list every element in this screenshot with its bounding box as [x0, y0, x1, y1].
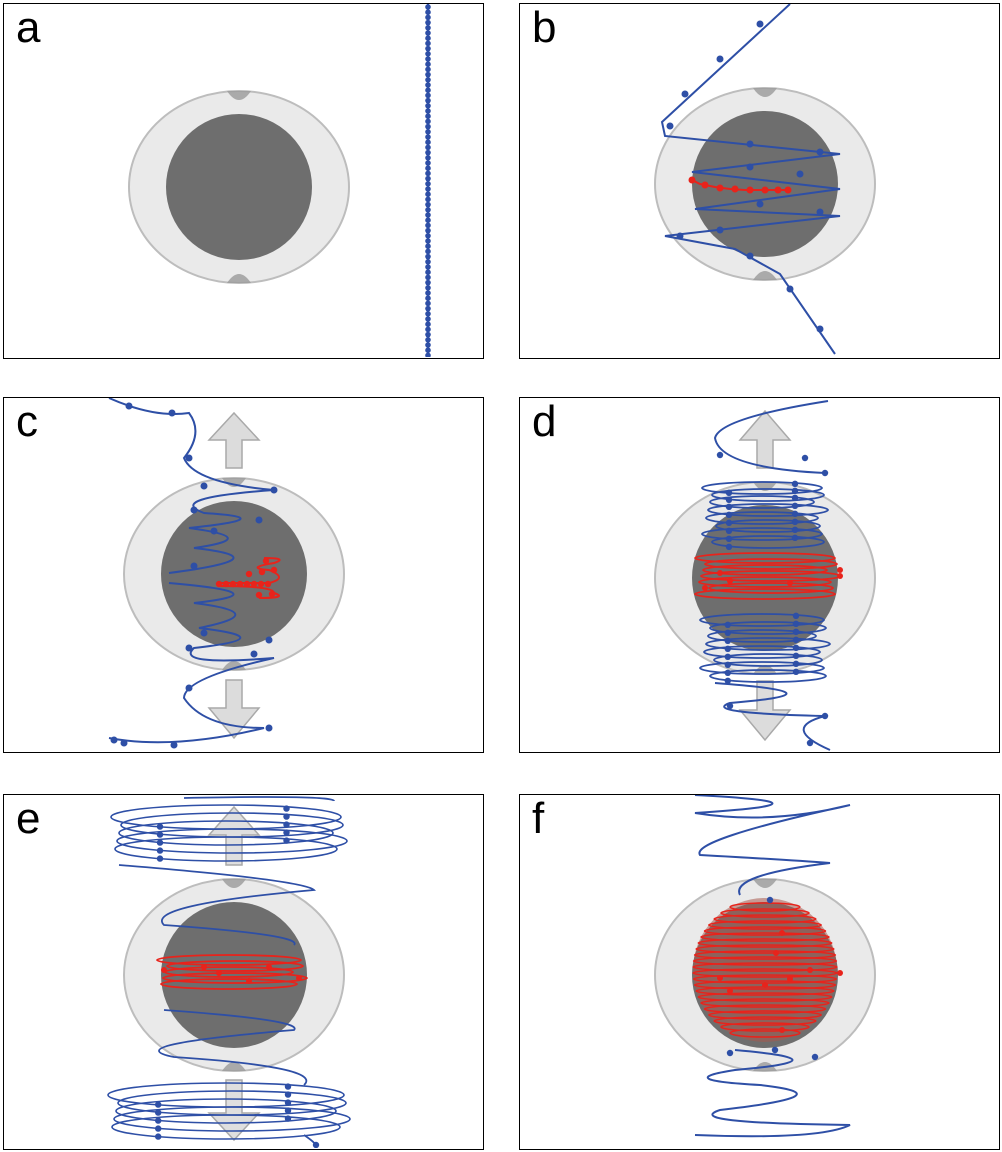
down-arrow-icon: [738, 680, 792, 742]
panel-label: e: [16, 794, 41, 843]
panel-e: e: [3, 794, 484, 1150]
strand-beads: [726, 896, 819, 1061]
bound-coils: [694, 552, 843, 600]
strand-path: [694, 795, 851, 1138]
strand-beads: [666, 20, 824, 333]
panel-e-figure: [107, 796, 351, 1148]
up-arrow-icon: [207, 411, 261, 469]
panel-a-figure: [128, 4, 431, 357]
bound-beads: [688, 176, 792, 194]
panel-d-figure: [654, 400, 876, 751]
strand-coils: [699, 400, 831, 751]
panel-f: f: [519, 794, 1000, 1150]
bound-beads: [215, 557, 281, 599]
strand-path: [660, 4, 841, 355]
panel-c: c: [3, 397, 484, 753]
panel-f-figure: [654, 795, 876, 1138]
panel-label: d: [532, 397, 557, 446]
core-sphere: [161, 902, 307, 1048]
up-arrow-icon: [207, 805, 261, 866]
down-arrow-icon: [207, 679, 261, 740]
bound-coils: [692, 898, 843, 1042]
core-sphere: [166, 114, 312, 260]
core-sphere: [161, 501, 307, 647]
panel-b: b: [519, 3, 1000, 359]
down-arrow-icon: [207, 1079, 261, 1142]
panel-label: b: [532, 3, 557, 52]
panel-a: a: [3, 3, 484, 359]
panel-b-figure: [654, 4, 876, 355]
strand-beads: [110, 402, 278, 749]
panel-d: d: [519, 397, 1000, 753]
panel-c-figure: [108, 398, 345, 749]
panel-label: a: [16, 3, 41, 52]
panel-label: c: [16, 397, 38, 446]
up-arrow-icon: [738, 409, 792, 469]
bound-coils: [156, 954, 308, 990]
core-sphere: [692, 111, 838, 257]
panel-label: f: [532, 794, 545, 843]
strand-beads: [425, 4, 431, 357]
strand-coils: [107, 796, 351, 1148]
